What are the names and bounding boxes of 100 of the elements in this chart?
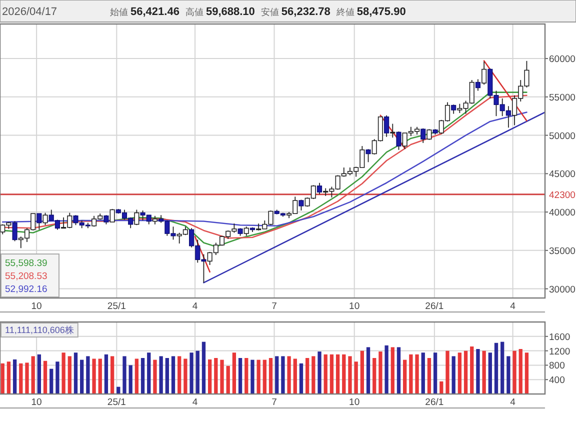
- bar: [415, 354, 419, 394]
- bar: [50, 368, 54, 394]
- text: 安値 56,232.78: [260, 6, 330, 18]
- line-series: [2, 112, 528, 226]
- bar: [476, 349, 480, 394]
- bar: [214, 358, 218, 394]
- bar: [281, 356, 285, 394]
- candlestick: [426, 128, 432, 140]
- x-tick-label: 7: [272, 301, 277, 312]
- bar: [268, 358, 273, 394]
- bar: [153, 360, 157, 394]
- y-tick-label: 1600: [549, 332, 570, 343]
- bar: [43, 360, 48, 394]
- bar: [226, 366, 230, 394]
- bar: [336, 354, 340, 394]
- text: 55,598.39: [5, 258, 48, 269]
- bar: [6, 362, 11, 394]
- x-tick-label: 10: [31, 397, 42, 408]
- annotation: 11,111,110,606株: [5, 325, 74, 335]
- candlestick: [42, 212, 48, 226]
- x-tick-label: 10: [349, 397, 360, 408]
- bar: [482, 350, 486, 394]
- bar: [299, 363, 304, 394]
- bar: [262, 360, 266, 394]
- bar: [159, 356, 163, 394]
- bar: [92, 358, 96, 394]
- bar: [0, 363, 4, 394]
- bar: [305, 358, 310, 394]
- bar: [128, 365, 132, 394]
- bar: [427, 358, 432, 394]
- bar: [250, 360, 254, 394]
- candlestick: [110, 208, 115, 222]
- bar: [524, 352, 529, 394]
- bar: [140, 358, 145, 394]
- candlestick: [134, 209, 140, 226]
- bar: [62, 352, 66, 394]
- bar: [74, 352, 78, 394]
- bar: [190, 352, 194, 394]
- bar: [372, 358, 376, 394]
- bar: [506, 356, 510, 394]
- text: 終値 58,475.90: [335, 6, 406, 18]
- bar: [19, 363, 23, 394]
- bar: [433, 352, 438, 394]
- x-tick-label: 4: [510, 301, 516, 312]
- bar: [165, 358, 169, 394]
- bar: [68, 356, 72, 394]
- bar: [470, 346, 474, 394]
- bar: [360, 350, 364, 394]
- bar: [256, 360, 260, 394]
- y-tick-label: 800: [549, 360, 565, 372]
- bar: [56, 362, 60, 394]
- bar: [324, 354, 328, 394]
- bar: [518, 349, 522, 394]
- chart-title: 2026/04/17: [2, 6, 58, 18]
- bar: [494, 342, 498, 394]
- y-tick-label: 1200: [549, 346, 570, 358]
- bar: [293, 358, 297, 394]
- bar: [202, 342, 206, 394]
- x-tick-label: 4: [192, 397, 198, 408]
- bar: [409, 354, 413, 394]
- bar: [232, 352, 236, 394]
- bar: [354, 362, 358, 394]
- bar: [378, 352, 382, 394]
- text: 高値 59,688.10: [185, 6, 255, 18]
- bar: [12, 359, 17, 394]
- bar: [330, 354, 334, 394]
- bar: [220, 360, 224, 394]
- bar: [384, 345, 388, 394]
- bar: [196, 350, 200, 394]
- bar: [390, 347, 394, 394]
- bar: [25, 362, 29, 394]
- bar: [37, 354, 42, 394]
- y-tick-label: 45000: [549, 169, 576, 180]
- bar: [178, 356, 182, 394]
- bar: [275, 356, 279, 394]
- bar: [98, 358, 102, 394]
- bar: [500, 342, 504, 394]
- bar: [440, 381, 444, 394]
- x-tick-label: 4: [192, 301, 198, 312]
- x-tick-label: 25/1: [107, 301, 126, 312]
- bar: [104, 354, 108, 394]
- candlestick: [390, 123, 396, 138]
- bar: [512, 350, 516, 394]
- bar: [287, 356, 291, 394]
- bar: [446, 350, 450, 394]
- bar: [171, 356, 176, 394]
- candlestick: [244, 226, 249, 236]
- x-tick-label: 7: [272, 397, 277, 408]
- y-tick-label: 400: [549, 375, 565, 386]
- text: 52,992.16: [5, 284, 48, 295]
- bar: [403, 360, 407, 394]
- ref-line-label: 42300: [549, 190, 576, 201]
- text: 55,208.53: [5, 271, 48, 282]
- x-tick-label: 10: [349, 301, 360, 312]
- x-tick-label: 26/1: [425, 301, 444, 312]
- bar: [208, 359, 212, 394]
- candlestick: [482, 61, 487, 86]
- x-tick-label: 4: [510, 397, 516, 408]
- bar: [318, 352, 322, 394]
- bar: [110, 356, 114, 394]
